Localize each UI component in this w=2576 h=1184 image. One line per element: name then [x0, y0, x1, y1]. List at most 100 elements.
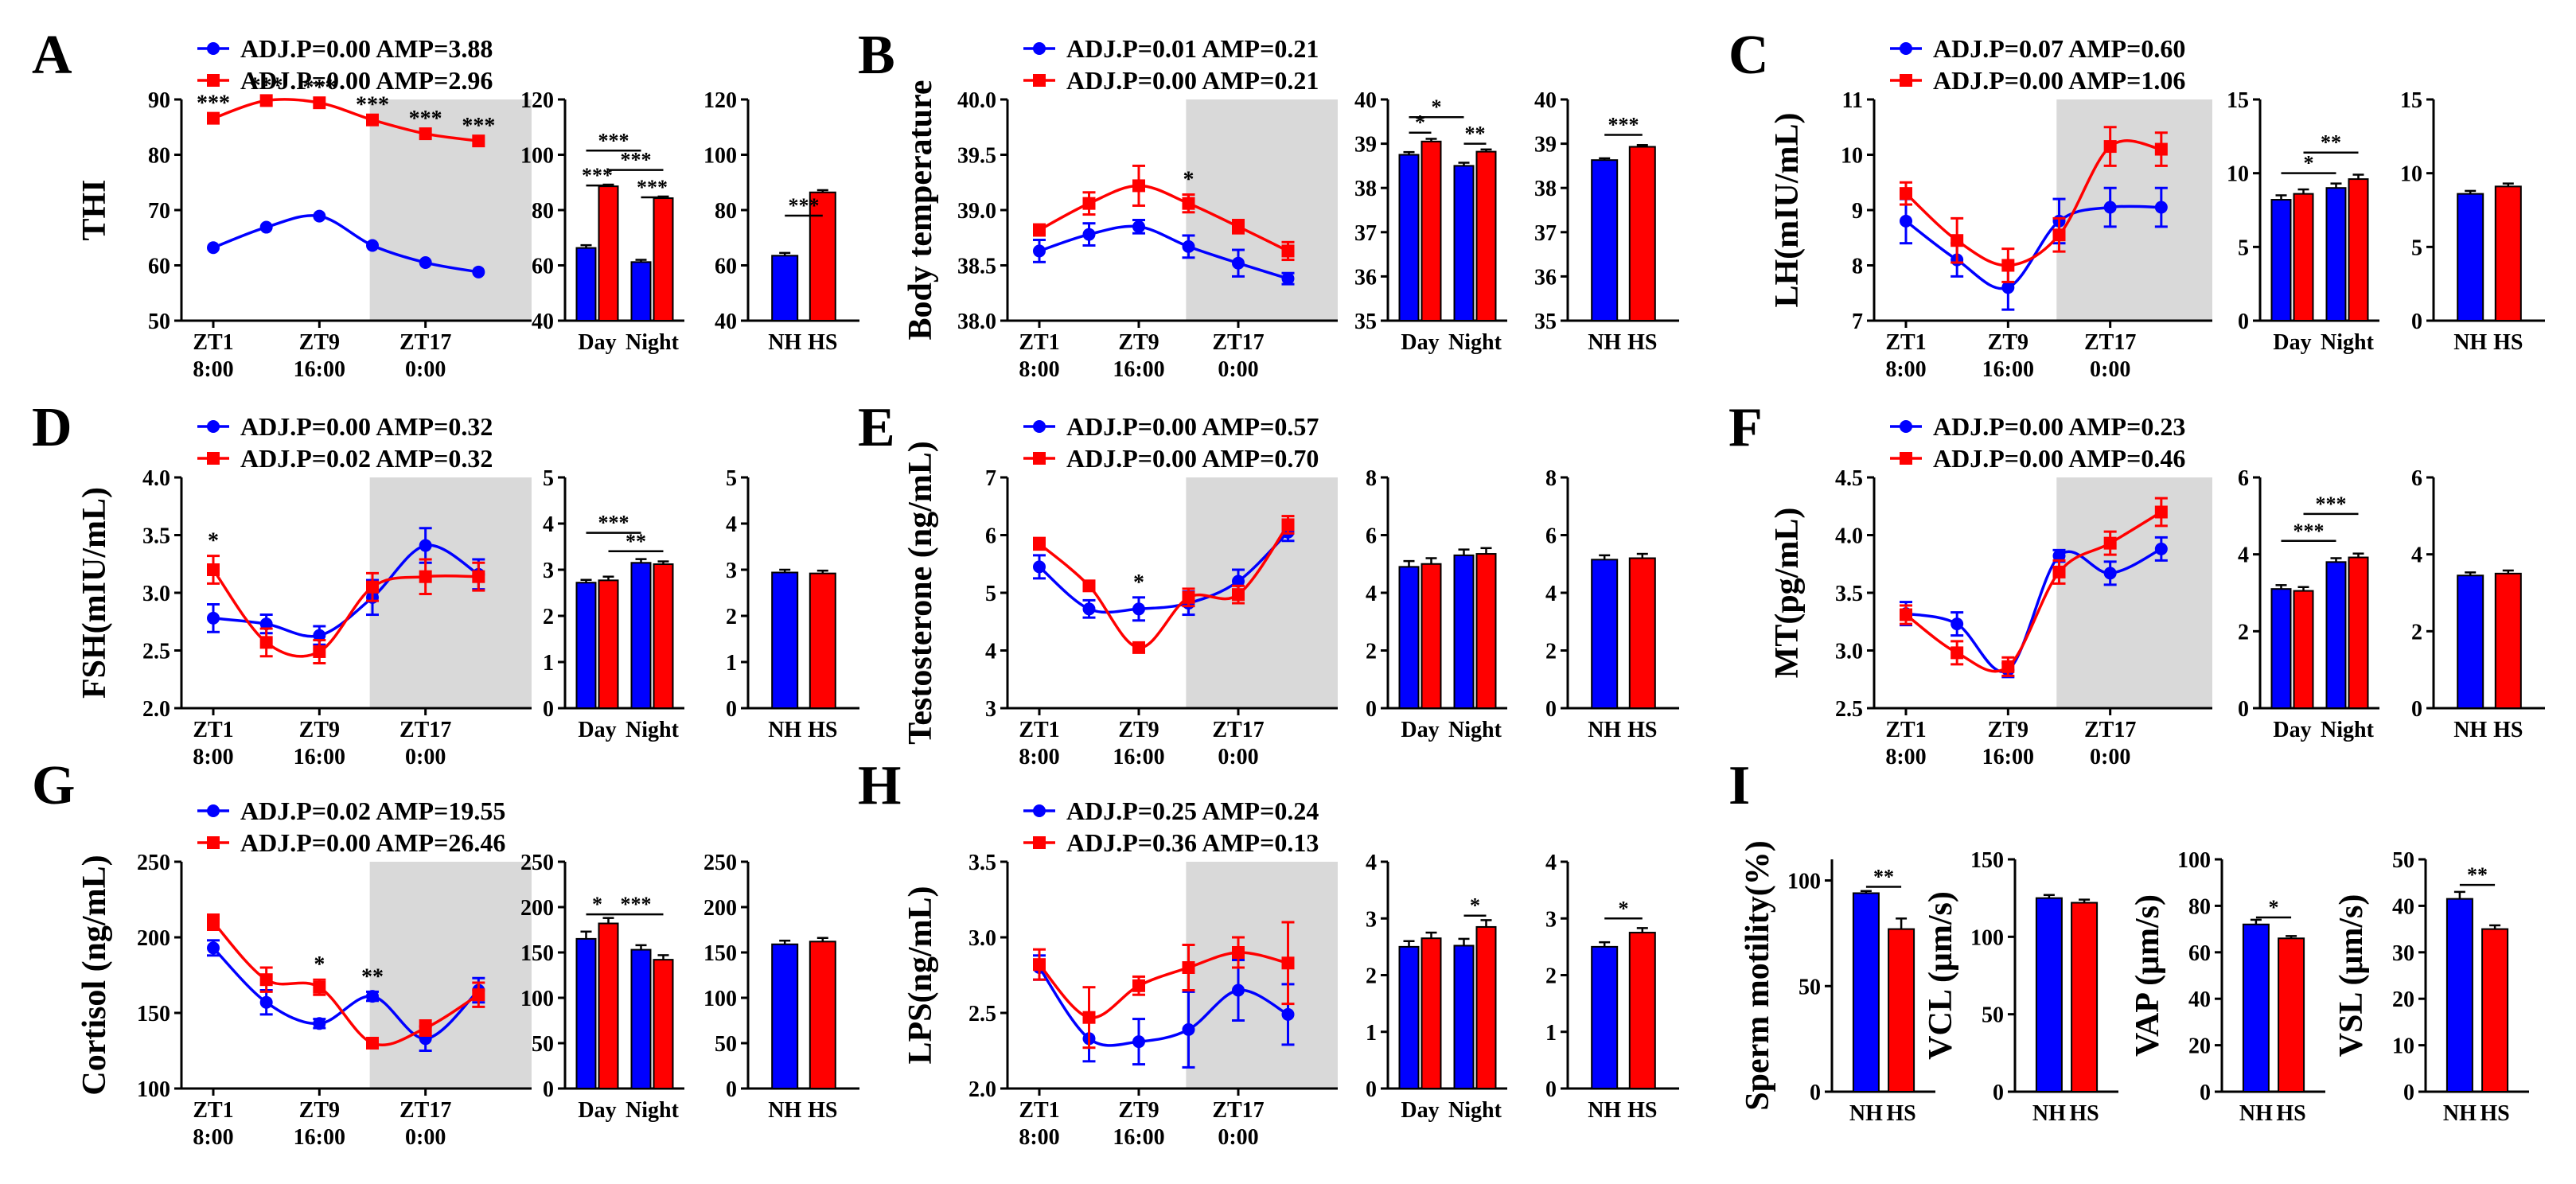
y-tick-label: 6	[985, 524, 996, 549]
x-tick-label: HS	[1627, 718, 1657, 742]
y-tick-label: 3	[1366, 907, 1377, 932]
significance-label: **	[625, 530, 646, 553]
y-tick-label: 0	[2238, 697, 2249, 722]
data-point-hs	[1033, 224, 1046, 237]
data-point-hs	[1182, 590, 1195, 604]
x-tick-label: ZT9	[1988, 330, 2028, 355]
data-point-nh	[472, 265, 485, 278]
significance-label: *	[1133, 571, 1144, 595]
x-tick-label: 16:00	[1113, 745, 1164, 769]
night-shading	[1186, 99, 1338, 321]
legend-label: ADJ.P=0.00 AMP=3.88	[240, 34, 493, 63]
y-tick-label: 80	[2188, 894, 2211, 919]
data-point-nh	[207, 941, 220, 955]
bar-hs-day	[2293, 590, 2314, 709]
x-tick-label: ZT1	[193, 330, 233, 355]
panel-letter: D	[32, 397, 72, 458]
x-tick-label: 8:00	[1019, 357, 1059, 382]
y-tick-label: 0	[2403, 1081, 2414, 1105]
data-point-nh	[2001, 281, 2015, 294]
legend-marker-nh	[1900, 42, 1912, 55]
data-point-nh	[1232, 983, 1245, 997]
data-point-nh	[2154, 201, 2168, 214]
y-tick-label: 60	[532, 255, 554, 279]
y-tick-label: 3	[726, 559, 737, 583]
y-tick-label: 0	[1810, 1081, 1821, 1105]
x-tick-label: ZT17	[1212, 718, 1264, 742]
bar-nh-day	[575, 582, 597, 709]
panel-letter: C	[1728, 25, 1769, 86]
y-tick-label: 2	[1545, 640, 1557, 664]
significance-label: *	[1432, 95, 1442, 119]
data-point-hs	[472, 134, 485, 148]
x-tick-label: HS	[1627, 1098, 1657, 1123]
y-tick-label: 0	[543, 697, 554, 722]
y-tick-label: 3.0	[968, 926, 996, 951]
y-tick-label: 6	[2238, 466, 2249, 491]
x-tick-label: HS	[2069, 1101, 2099, 1126]
y-tick-label: 40	[532, 310, 554, 334]
y-tick-label: 4	[543, 512, 554, 537]
legend-label: ADJ.P=0.00 AMP=0.46	[1933, 444, 2185, 473]
y-tick-label: 150	[703, 941, 737, 966]
significance-label: ***	[621, 149, 652, 172]
x-tick-label: 8:00	[193, 1125, 233, 1150]
x-tick-label: Day	[578, 718, 616, 742]
y-tick-label: 3	[1545, 907, 1557, 932]
y-tick-label: 3	[543, 559, 554, 583]
bar-hs	[1628, 557, 1656, 709]
y-tick-label: 7	[985, 466, 996, 491]
y-tick-label: 80	[148, 144, 170, 169]
y-tick-label: 4.0	[142, 466, 170, 491]
night-shading	[2056, 477, 2212, 708]
x-tick-label: NH	[1588, 718, 1621, 742]
bar-nh	[2035, 897, 2063, 1092]
data-point-nh	[419, 256, 432, 270]
y-tick-label: 60	[2188, 941, 2211, 966]
y-tick-label: 30	[2392, 941, 2414, 966]
y-tick-label: 39.0	[957, 199, 996, 224]
bar-nh-night	[630, 948, 652, 1089]
x-tick-label: 0:00	[2090, 357, 2130, 382]
bar-hs-day	[1421, 563, 1442, 709]
y-tick-label: 39	[1354, 133, 1377, 158]
x-tick-label: HS	[2493, 718, 2523, 742]
y-tick-label: 100	[703, 144, 737, 169]
y-tick-label: 10	[2392, 1034, 2414, 1059]
legend-label: ADJ.P=0.00 AMP=2.96	[240, 66, 493, 95]
night-shading	[369, 862, 532, 1089]
legend-marker-nh	[1900, 420, 1912, 433]
data-point-nh	[259, 220, 273, 234]
bar-nh-day	[1398, 154, 1420, 321]
y-tick-label: 150	[1970, 848, 2004, 873]
bar-hs-day	[598, 185, 619, 321]
y-tick-label: 35	[1534, 310, 1557, 334]
bar-nh-day	[1398, 566, 1420, 709]
legend-label: ADJ.P=0.00 AMP=0.23	[1933, 412, 2185, 441]
y-tick-label: 80	[715, 199, 737, 224]
data-point-hs	[2154, 142, 2168, 156]
bar-nh	[771, 571, 799, 709]
sperm-bar-chart: 0 50 100 150 NH HS VCL (μm/s)	[1923, 848, 2118, 1126]
bar-hs	[1628, 932, 1656, 1089]
x-tick-label: HS	[1627, 330, 1657, 355]
bar-nh	[771, 943, 799, 1089]
x-tick-label: ZT9	[299, 330, 340, 355]
y-tick-label: 4	[1366, 582, 1377, 606]
bar-hs-day	[598, 922, 619, 1090]
y-axis-title: FSH(mIU/mL)	[76, 487, 113, 699]
x-tick-label: 8:00	[1019, 745, 1059, 769]
legend-label: ADJ.P=0.25 AMP=0.24	[1066, 796, 1319, 825]
y-tick-label: 39	[1534, 133, 1557, 158]
significance-label: ***	[462, 114, 495, 138]
y-axis-title: LH(mIU/mL)	[1769, 113, 1806, 308]
y-tick-label: 0	[2411, 697, 2422, 722]
bar-nh-day	[1398, 945, 1420, 1089]
significance-label: **	[1465, 123, 1486, 146]
panel-letter: E	[858, 397, 895, 458]
y-tick-label: 0	[1545, 1077, 1557, 1102]
x-tick-label: Night	[1448, 1098, 1502, 1123]
y-tick-label: 40	[1354, 88, 1377, 113]
y-tick-label: 100	[703, 987, 737, 1011]
y-tick-label: 50	[1982, 1003, 2004, 1028]
